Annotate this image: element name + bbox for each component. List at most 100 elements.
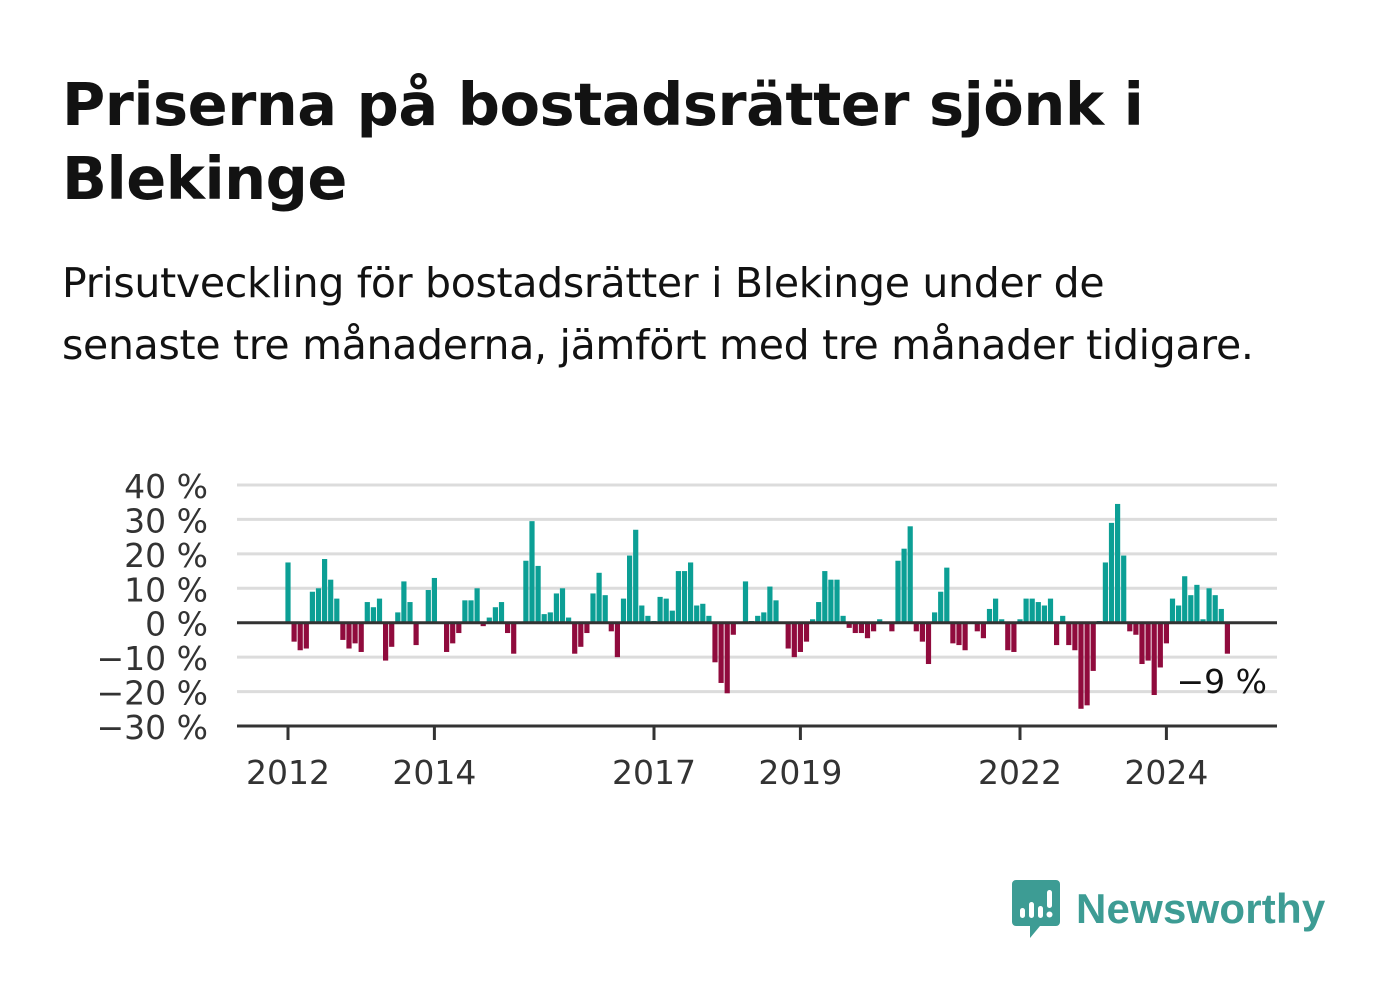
bar — [895, 560, 901, 623]
bar — [1176, 605, 1182, 623]
x-axis-tick-labels: 2012 2014 2017 2019 2022 2024 — [246, 726, 1208, 792]
gridlines — [237, 483, 1277, 694]
bar — [358, 622, 364, 652]
bar — [858, 622, 864, 634]
bar — [700, 603, 706, 623]
bar — [1151, 622, 1157, 696]
bar — [1078, 622, 1084, 709]
bar — [1218, 608, 1224, 623]
bar — [376, 598, 383, 623]
bar — [1212, 595, 1218, 623]
bar — [956, 622, 962, 646]
bar — [1182, 576, 1188, 623]
bar — [328, 579, 334, 623]
bar — [822, 571, 828, 623]
bar — [938, 591, 944, 623]
bar — [413, 622, 419, 646]
bar — [681, 571, 688, 623]
bar — [450, 622, 456, 644]
bar — [913, 622, 919, 632]
bar — [1145, 622, 1151, 661]
bar — [706, 615, 712, 623]
bar — [901, 548, 907, 623]
bar — [852, 622, 858, 634]
bar — [974, 622, 980, 632]
bar — [1005, 622, 1011, 651]
bar — [773, 600, 779, 623]
bar — [810, 619, 816, 623]
bar — [999, 619, 1005, 623]
bar — [297, 622, 303, 651]
bar — [572, 622, 578, 654]
bars — [285, 503, 1230, 709]
chart-subtitle: Prisutveckling för bostadsrätter i Bleki… — [62, 259, 1254, 369]
bar — [803, 622, 810, 642]
bar — [431, 577, 437, 623]
axes — [237, 621, 1277, 728]
bar — [578, 622, 584, 647]
bar — [523, 560, 529, 623]
bar — [1066, 622, 1072, 646]
bar — [712, 622, 718, 663]
bar — [383, 622, 389, 661]
bar — [718, 622, 724, 683]
bar — [511, 622, 517, 654]
brand-logo: Newsworthy — [1010, 876, 1325, 942]
bar — [1023, 598, 1029, 623]
bar — [468, 600, 474, 623]
bar — [1127, 622, 1133, 632]
bar — [1011, 622, 1017, 652]
bar — [761, 612, 767, 623]
bar — [932, 612, 938, 623]
bar — [724, 622, 730, 694]
bar — [1108, 522, 1115, 623]
bar — [1139, 622, 1145, 665]
bar — [742, 581, 749, 623]
x-tick-label: 2012 — [246, 753, 330, 792]
bar — [877, 619, 883, 623]
x-tick-label: 2014 — [392, 753, 476, 792]
bar — [1115, 503, 1121, 623]
bar — [352, 622, 358, 644]
bar — [627, 555, 633, 623]
bar — [950, 622, 956, 644]
bar — [389, 622, 395, 647]
bar — [529, 521, 535, 623]
y-axis-tick-labels: 40 %30 %20 %10 %0 %−10 %−20 %−30 % — [97, 467, 209, 747]
bar — [919, 622, 925, 642]
y-tick-label: −20 % — [97, 674, 209, 713]
x-tick-label: 2022 — [978, 753, 1062, 792]
bar — [1188, 595, 1194, 623]
bar — [639, 605, 645, 623]
bar — [566, 617, 572, 623]
bar — [340, 622, 346, 640]
bar — [614, 622, 620, 658]
x-tick-label: 2024 — [1124, 753, 1208, 792]
bar — [584, 622, 590, 634]
bar — [1224, 622, 1230, 654]
bar — [395, 612, 401, 623]
bar — [797, 622, 803, 652]
bar — [1060, 615, 1066, 623]
bar — [1090, 622, 1096, 671]
bar — [1084, 622, 1090, 706]
y-tick-label: 40 % — [124, 467, 208, 506]
bar — [620, 598, 627, 623]
bar — [675, 571, 681, 623]
bar — [456, 622, 462, 634]
y-tick-label: −10 % — [97, 639, 209, 678]
bar — [553, 593, 559, 623]
bar — [1200, 619, 1206, 623]
bar — [590, 593, 596, 623]
bar — [993, 598, 999, 623]
bar — [474, 588, 480, 623]
bar — [444, 622, 450, 652]
bar — [871, 622, 877, 632]
bar — [1035, 602, 1041, 623]
bar — [547, 612, 553, 623]
bar — [1169, 598, 1176, 623]
bar — [1133, 622, 1139, 635]
bar — [846, 622, 852, 628]
bar — [925, 622, 932, 665]
